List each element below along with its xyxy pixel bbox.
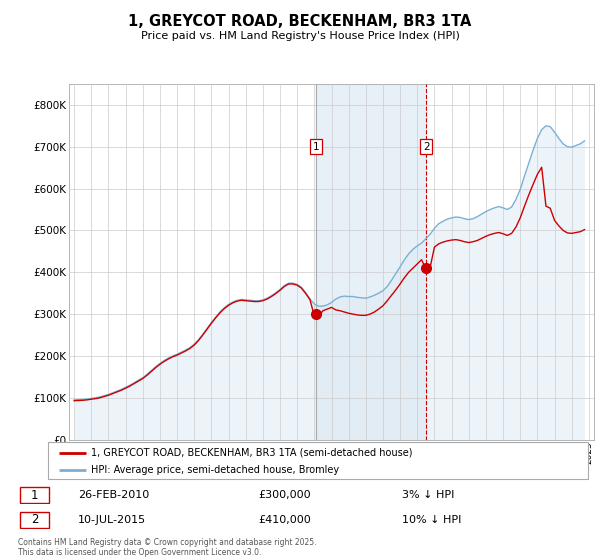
Text: 1: 1 xyxy=(313,142,320,152)
Text: 1, GREYCOT ROAD, BECKENHAM, BR3 1TA (semi-detached house): 1, GREYCOT ROAD, BECKENHAM, BR3 1TA (sem… xyxy=(91,447,413,458)
FancyBboxPatch shape xyxy=(48,442,588,479)
Text: Price paid vs. HM Land Registry's House Price Index (HPI): Price paid vs. HM Land Registry's House … xyxy=(140,31,460,41)
Text: 1: 1 xyxy=(31,488,38,502)
Text: 10% ↓ HPI: 10% ↓ HPI xyxy=(402,515,461,525)
Text: Contains HM Land Registry data © Crown copyright and database right 2025.
This d: Contains HM Land Registry data © Crown c… xyxy=(18,538,317,557)
Text: 1, GREYCOT ROAD, BECKENHAM, BR3 1TA: 1, GREYCOT ROAD, BECKENHAM, BR3 1TA xyxy=(128,14,472,29)
Text: 2: 2 xyxy=(31,513,38,526)
FancyBboxPatch shape xyxy=(20,512,49,528)
Text: £410,000: £410,000 xyxy=(258,515,311,525)
FancyBboxPatch shape xyxy=(20,487,49,503)
Bar xyxy=(316,84,427,440)
Text: 10-JUL-2015: 10-JUL-2015 xyxy=(78,515,146,525)
Text: HPI: Average price, semi-detached house, Bromley: HPI: Average price, semi-detached house,… xyxy=(91,465,340,475)
Text: 3% ↓ HPI: 3% ↓ HPI xyxy=(402,490,454,500)
Text: 2: 2 xyxy=(423,142,430,152)
Text: £300,000: £300,000 xyxy=(258,490,311,500)
Text: 26-FEB-2010: 26-FEB-2010 xyxy=(78,490,149,500)
